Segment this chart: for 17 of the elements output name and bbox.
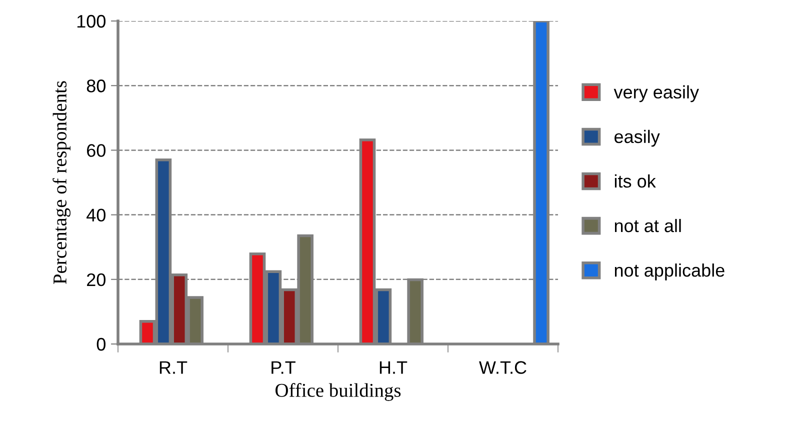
y-tick-label: 100 (77, 14, 106, 28)
legend-label: very easily (614, 85, 699, 102)
y-tick-label: 60 (87, 144, 106, 157)
legend-label: easily (614, 130, 660, 147)
y-tick-label: 20 (87, 273, 106, 286)
y-tick-label: 40 (86, 208, 106, 222)
y-tick-label: 80 (86, 80, 106, 92)
y-axis-title: Percentage of respondents (52, 81, 71, 284)
y-tick-label: 0 (96, 338, 106, 351)
x-tick-label: P.T (272, 361, 296, 374)
legend-label: not applicable (614, 264, 724, 280)
x-axis-title: Office buildings (276, 383, 401, 401)
x-tick-label: H.T (380, 361, 408, 374)
legend-label: its ok (614, 174, 656, 188)
x-tick-label: W.T.C (479, 361, 526, 374)
legend-label: not at all (614, 218, 681, 232)
x-tick-label: R.T (160, 361, 188, 374)
